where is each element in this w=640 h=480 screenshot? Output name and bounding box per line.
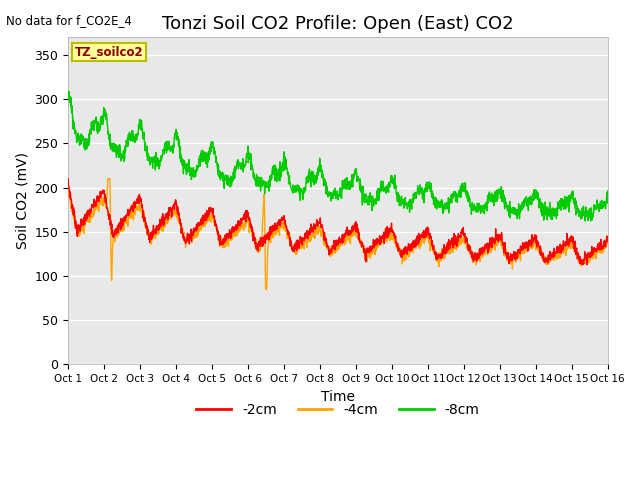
-2cm — [579, 262, 586, 268]
-4cm — [589, 252, 596, 258]
-4cm — [604, 240, 612, 245]
-2cm — [588, 252, 596, 257]
-8cm — [589, 213, 596, 218]
Legend: -2cm, -4cm, -8cm: -2cm, -4cm, -8cm — [191, 398, 485, 423]
X-axis label: Time: Time — [321, 390, 355, 404]
-4cm — [64, 189, 72, 195]
-8cm — [327, 198, 335, 204]
-2cm — [92, 199, 100, 204]
-8cm — [490, 192, 497, 198]
-2cm — [604, 238, 612, 244]
-4cm — [92, 206, 100, 212]
-2cm — [64, 176, 72, 181]
-8cm — [92, 116, 100, 122]
Title: Tonzi Soil CO2 Profile: Open (East) CO2: Tonzi Soil CO2 Profile: Open (East) CO2 — [162, 15, 514, 33]
Line: -8cm: -8cm — [68, 92, 608, 221]
-2cm — [312, 223, 320, 228]
-2cm — [588, 252, 596, 258]
-4cm — [490, 237, 497, 243]
Line: -4cm: -4cm — [68, 179, 608, 289]
-8cm — [588, 217, 596, 223]
-2cm — [489, 236, 497, 241]
Text: No data for f_CO2E_4: No data for f_CO2E_4 — [6, 14, 132, 27]
Line: -2cm: -2cm — [68, 179, 608, 265]
-4cm — [104, 176, 111, 181]
-8cm — [65, 89, 73, 95]
-4cm — [262, 287, 269, 292]
-8cm — [587, 218, 595, 224]
-4cm — [313, 230, 321, 236]
-2cm — [326, 248, 334, 253]
-8cm — [604, 188, 612, 194]
-8cm — [64, 89, 72, 95]
-8cm — [312, 172, 320, 178]
-4cm — [588, 251, 596, 256]
Y-axis label: Soil CO2 (mV): Soil CO2 (mV) — [15, 152, 29, 250]
Text: TZ_soilco2: TZ_soilco2 — [75, 46, 143, 59]
-4cm — [327, 250, 335, 256]
